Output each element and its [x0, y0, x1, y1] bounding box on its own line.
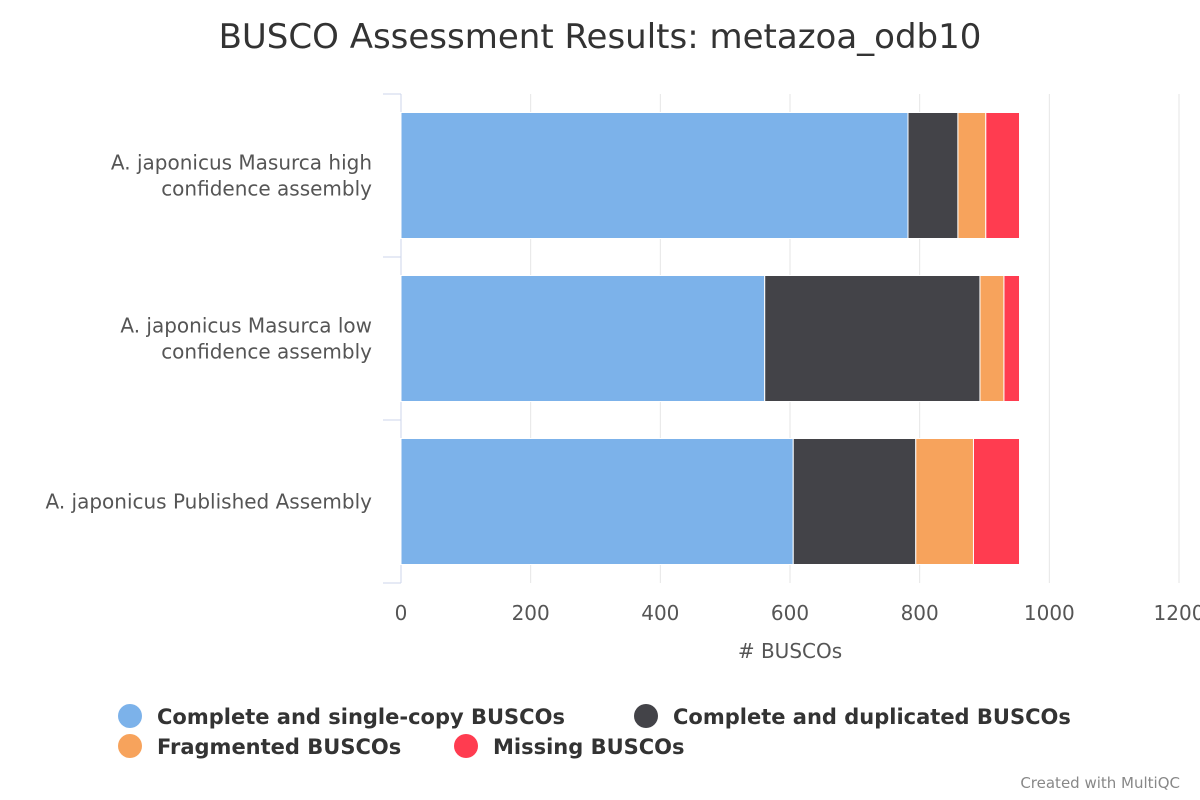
bar-segment-complete-and-duplicated-buscos[interactable]	[764, 275, 981, 402]
bar-segment-fragmented-buscos[interactable]	[915, 438, 974, 565]
x-tick-label: 400	[641, 601, 679, 625]
category-label: confidence assembly	[161, 340, 372, 364]
category-label: A. japonicus Published Assembly	[45, 490, 372, 514]
legend-item[interactable]: Complete and duplicated BUSCOs	[634, 704, 1071, 729]
x-tick-label: 1000	[1024, 601, 1075, 625]
legend-item[interactable]: Missing BUSCOs	[454, 734, 685, 759]
x-tick-label: 600	[771, 601, 809, 625]
legend-label: Complete and duplicated BUSCOs	[673, 705, 1071, 729]
chart-title: BUSCO Assessment Results: metazoa_odb10	[219, 17, 982, 57]
legend: Complete and single-copy BUSCOs Complete …	[118, 704, 1071, 759]
legend-marker	[454, 734, 478, 758]
axes	[383, 93, 402, 584]
legend-label: Complete and single-copy BUSCOs	[157, 705, 565, 729]
x-tick-label: 200	[512, 601, 550, 625]
category-label: A. japonicus Masurca low	[120, 314, 372, 338]
legend-label: Fragmented BUSCOs	[157, 735, 401, 759]
legend-marker	[118, 704, 142, 728]
credits-text[interactable]: Created with MultiQC	[1020, 774, 1180, 792]
legend-item[interactable]: Complete and single-copy BUSCOs	[118, 704, 565, 729]
bar-segment-complete-and-duplicated-buscos[interactable]	[792, 438, 917, 565]
legend-item[interactable]: Fragmented BUSCOs	[118, 734, 401, 759]
category-label: A. japonicus Masurca high	[111, 151, 372, 175]
bars	[400, 112, 1021, 565]
bar-segment-complete-and-single-copy-buscos[interactable]	[400, 275, 766, 402]
legend-marker	[118, 734, 142, 758]
bar-segment-complete-and-single-copy-buscos[interactable]	[400, 438, 794, 565]
x-tick-label: 0	[395, 601, 408, 625]
x-tick-label: 1200	[1154, 601, 1200, 625]
bar-segment-complete-and-single-copy-buscos[interactable]	[400, 112, 909, 239]
category-label: confidence assembly	[161, 177, 372, 201]
legend-label: Missing BUSCOs	[493, 735, 685, 759]
x-axis-title: # BUSCOs	[738, 639, 842, 663]
bar-segment-missing-buscos[interactable]	[1003, 275, 1021, 402]
bar-segment-fragmented-buscos[interactable]	[979, 275, 1005, 402]
legend-marker	[634, 704, 658, 728]
bar-segment-complete-and-duplicated-buscos[interactable]	[907, 112, 959, 239]
x-tick-labels: 0 200 400 600 800 1000 1200	[395, 601, 1200, 625]
x-tick-label: 800	[901, 601, 939, 625]
bar-segment-missing-buscos[interactable]	[972, 438, 1021, 565]
bar-segment-missing-buscos[interactable]	[985, 112, 1021, 239]
bar-segment-fragmented-buscos[interactable]	[957, 112, 987, 239]
